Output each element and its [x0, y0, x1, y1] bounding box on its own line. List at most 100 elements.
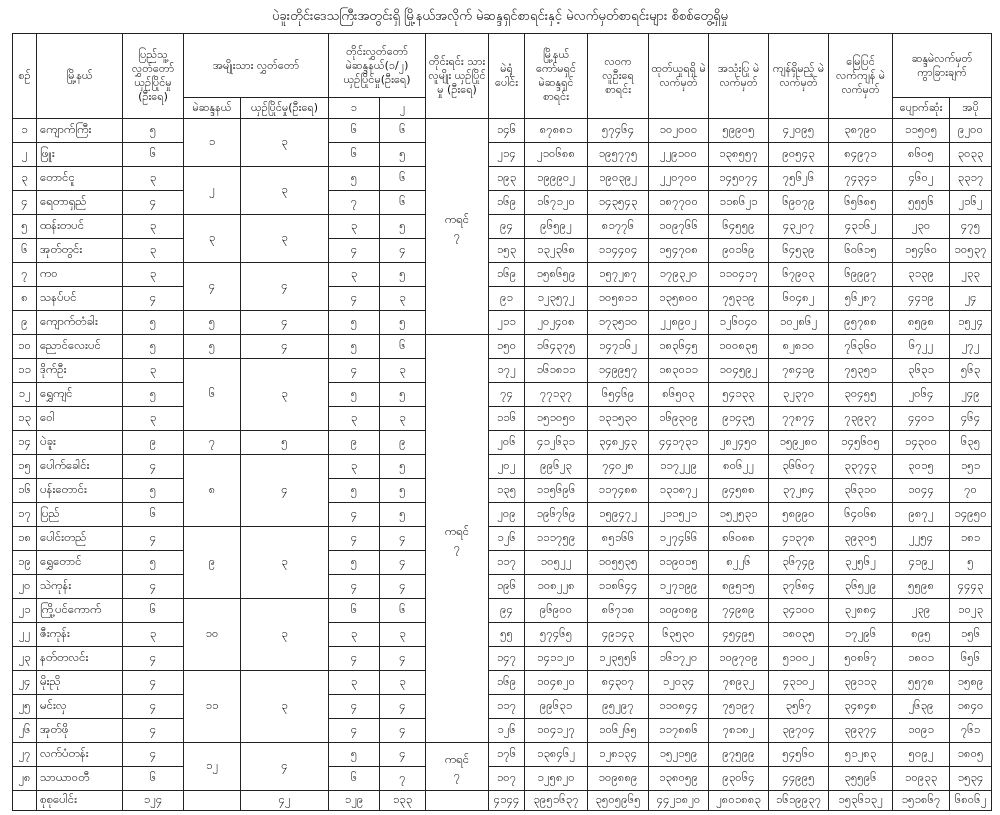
- ballots-ground-cell: ၅၆၂၈၇: [828, 286, 894, 311]
- polling-stations-cell: ၁၄၆: [488, 118, 526, 143]
- commission-voters-cell: ၁၀၈၂၂၈: [524, 574, 589, 599]
- region-1-cell: ၉: [328, 430, 381, 455]
- missing-cell: ၈၉၅: [892, 622, 951, 647]
- township-cell: ညောင်လေးပင်: [36, 334, 123, 359]
- amyotha-constituency-cell: ၁၂: [183, 742, 241, 791]
- polling-stations-cell: ၂၀၉: [488, 502, 526, 527]
- population-cell: ၁၂၈၁၃၄: [587, 742, 650, 767]
- seq-cell: ၁၅: [12, 454, 37, 479]
- table-row: ၁၅ ပေါက်ခေါင်း၄၈၄၃၅၂၀၂ ၉၉၆၂၃ ၇၄၀၂၈ ၁၁၇၂၂၉ ၈၀၆…: [12, 454, 993, 527]
- header-ballots-ground: မြေပြင် လက်ကျန် မဲလက်မှတ်: [828, 33, 894, 119]
- amyotha-constituency-cell: ၅: [183, 310, 241, 335]
- population-cell: ၁၀၅၈၁၁: [587, 286, 650, 311]
- region-1-cell: ၅: [328, 478, 381, 503]
- seq-cell: ၂၃: [12, 646, 37, 671]
- commission-voters-cell: ၅၇၄၆၅: [524, 622, 589, 647]
- ballots-used-cell: ၁၄၅၀၇၄: [708, 166, 770, 191]
- ballots-remaining-cell: ၃၆၇၄၉: [768, 550, 830, 575]
- total-amyotha-constituency: [183, 790, 241, 811]
- seq-cell: ၁: [12, 118, 37, 143]
- ethnic-label: ကရင်: [444, 523, 470, 538]
- missing-cell: ၁၈၀၁: [892, 646, 951, 671]
- ballots-used-cell: ၅၄၁၃၃: [708, 382, 770, 407]
- population-cell: ၁၉၀၃၉၂: [587, 166, 650, 191]
- seq-cell: ၂၅: [12, 694, 37, 719]
- polling-stations-cell: ၁၆၉: [488, 262, 526, 287]
- ballots-received-cell: ၁၀၉၀၈၉: [648, 598, 710, 623]
- seq-cell: ၁၂: [12, 382, 37, 407]
- ballots-ground-cell: ၆၅၆၈၅: [828, 190, 894, 215]
- population-cell: ၄၉၁၄၃: [587, 622, 650, 647]
- ballots-received-cell: ၁၂၀၃၄: [648, 670, 710, 695]
- ballots-ground-cell: ၃၉၃၀၅: [828, 526, 894, 551]
- ballots-remaining-cell: ၆၄၅၃၉: [768, 238, 830, 263]
- pyithu-cell: ၃: [122, 622, 184, 647]
- commission-voters-cell: ၉၉၆၂၃: [524, 454, 589, 479]
- extra-cell: ၂၁၆၂: [949, 190, 993, 215]
- table-row: ၁ကျောက်ကြီး၅၁၃၆၆ကရင်၇၁၄၆ ၈၇၈၈၁ ၅၇၄၆၄ ၁၀၂၀၀၀…: [12, 118, 993, 335]
- township-cell: ရွှေကျင်: [36, 382, 123, 407]
- pyithu-cell: ၄: [122, 718, 184, 743]
- region-2-cell: ၆: [379, 166, 427, 191]
- commission-voters-cell: ၇၇၁၃၇: [524, 382, 589, 407]
- total-amyotha-candidates: ၄၂: [239, 790, 330, 811]
- ballots-received-cell: ၁၈၇၇၀၀: [648, 190, 710, 215]
- region-1-cell: ၅: [328, 550, 381, 575]
- polling-stations-cell: ၁၂၆: [488, 526, 526, 551]
- pyithu-cell: ၅: [122, 550, 184, 575]
- seq-cell: ၁၄: [12, 430, 37, 455]
- extra-cell: ၁၀၂၃: [949, 598, 993, 623]
- ballots-received-cell: ၁၃၁၈၇၂: [648, 478, 710, 503]
- ballots-remaining-cell: ၆၇၉၀၃: [768, 262, 830, 287]
- ballots-used-cell: ၁၅၂၅၃၁: [708, 502, 770, 527]
- table-row: ၁၃ ဝေါ၃၃၃၁၁၆ ၁၅၁၀၅၀ ၁၃၁၅၃၀ ၁၆၉၃၀၉ ၉၁၄၃၅ ၇၇၈၇၄၇…: [12, 406, 993, 431]
- ballots-received-cell: ၁၂၇၄၆၆: [648, 526, 710, 551]
- missing-cell: ၁၄၃၀၀: [892, 430, 951, 455]
- table-row: ၂ဖြူး၆၆၅၂၁၄ ၂၁၀၆၈၈ ၁၉၅၇၇၅ ၂၂၉၁၀၀ ၁၃၈၅၅၇ ၉၀၅၄၃…: [12, 142, 993, 167]
- commission-voters-cell: ၁၆၇၁၂၀: [524, 190, 589, 215]
- region-2-cell: ၅: [379, 502, 427, 527]
- ethnic-count: ၇: [453, 767, 461, 782]
- ballots-used-cell: ၉၇၅၉၉: [708, 742, 770, 767]
- seq-cell: ၁၀: [12, 334, 37, 359]
- table-row: ၁၈ ပေါင်းတည်၄၉၃၄၄၁၂၆ ၁၁၁၇၅၉ ၈၅၁၆၆ ၁၂၇၄၆၆ ၈၆၀၈…: [12, 526, 993, 599]
- total-label: စုစုပေါင်း: [36, 790, 123, 811]
- header-missing: ပျောက်ဆုံး: [892, 97, 951, 119]
- region-2-cell: ၄: [379, 742, 427, 767]
- amyotha-constituency-cell: ၂: [183, 166, 241, 215]
- township-cell: ကြို့ပင်ကောက်: [36, 598, 123, 623]
- population-cell: ၈၅၁၆၆: [587, 526, 650, 551]
- extra-cell: ၂၇၂: [949, 334, 993, 359]
- total-ballots-remaining: ၁၆၁၉၉၃၇: [768, 790, 830, 811]
- region-1-cell: ၄: [328, 286, 381, 311]
- ballots-remaining-cell: ၃၇၂၈၄: [768, 478, 830, 503]
- header-extra: အပို: [949, 97, 993, 119]
- population-cell: ၁၁၄၄၀၄: [587, 238, 650, 263]
- total-missing: ၁၅၁၈၆၇: [892, 790, 951, 811]
- township-cell: မိုးညို: [36, 670, 123, 695]
- missing-cell: ၂၂၅၄: [892, 526, 951, 551]
- ballots-ground-cell: ၆၀၆၁၅: [828, 238, 894, 263]
- ballots-ground-cell: ၁၄၅၆၀၅: [828, 430, 894, 455]
- pyithu-cell: ၅: [122, 478, 184, 503]
- ballots-ground-cell: ၃၂၅၆၂: [828, 550, 894, 575]
- amyotha-candidates-cell: ၃: [239, 670, 330, 743]
- header-ballots-received: ထုတ်ယူရရှိ မဲလက်မှတ်: [648, 33, 710, 119]
- table-row: ၂၅ မင်းလှ၄၄၄၁၁၇ ၉၉၆၃၁ ၉၅၂၉၇ ၁၁၀၈၄၄ ၇၅၁၉၇ ၃၅၆၇၃…: [12, 694, 993, 719]
- region-2-cell: ၅: [379, 382, 427, 407]
- ballots-remaining-cell: ၄၂၀၉၅: [768, 118, 830, 143]
- region-1-cell: ၅: [328, 334, 381, 359]
- commission-voters-cell: ၁၁၁၇၅၉: [524, 526, 589, 551]
- region-2-cell: ၉: [379, 430, 427, 455]
- commission-voters-cell: ၁၀၅၂၂: [524, 550, 589, 575]
- ballots-used-cell: ၁၃၈၅၅၇: [708, 142, 770, 167]
- pyithu-cell: ၄: [122, 526, 184, 551]
- amyotha-candidates-cell: ၄: [239, 454, 330, 527]
- extra-cell: ၂၄၉: [949, 382, 993, 407]
- total-region-1: ၁၂၉: [328, 790, 381, 811]
- header-polling-stations: မဲရုံ ပေါင်း: [488, 33, 526, 119]
- extra-cell: ၁၅၂၄: [949, 310, 993, 335]
- pyithu-cell: ၄: [122, 286, 184, 311]
- ballots-ground-cell: ၃၄၈၄၈: [828, 694, 894, 719]
- region-2-cell: ၅: [379, 310, 427, 335]
